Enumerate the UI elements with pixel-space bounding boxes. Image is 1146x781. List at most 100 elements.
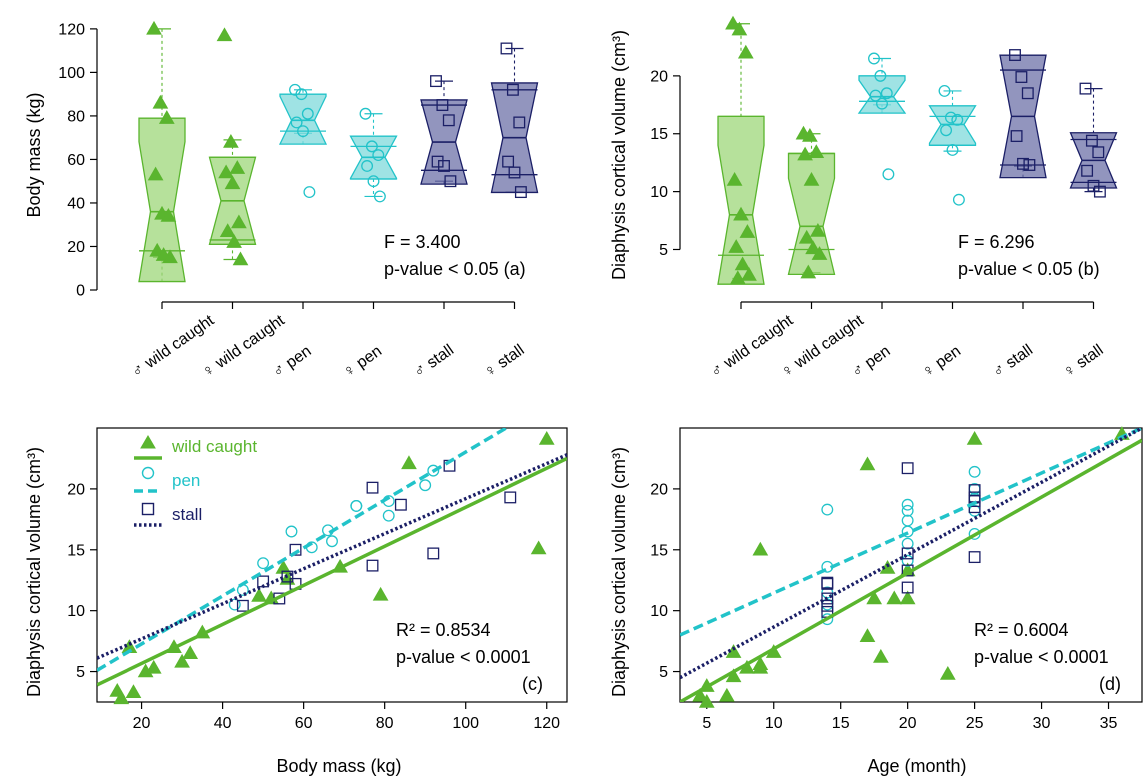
category-label: ♂ stall	[411, 342, 458, 382]
data-point	[218, 164, 234, 179]
y-tick-label: 100	[58, 65, 85, 82]
data-point	[803, 172, 820, 186]
pen-point	[821, 503, 834, 516]
x-tick-label: 20	[133, 715, 151, 732]
stall-point	[901, 547, 914, 560]
y-tick-label: 80	[67, 108, 85, 125]
wild-point	[113, 690, 130, 705]
panel-b-y-label: Diaphysis cortical volume (cm³)	[609, 30, 629, 280]
y-tick-label: 10	[650, 603, 668, 620]
x-tick-label: 20	[899, 715, 917, 732]
box-3	[928, 105, 977, 146]
wild-point	[538, 430, 555, 445]
data-point	[216, 27, 233, 42]
box-1	[787, 152, 836, 275]
pen-point	[427, 464, 440, 477]
category-label: ♀ stall	[481, 342, 528, 382]
wild-point	[873, 648, 889, 663]
x-tick-label: 30	[1033, 715, 1051, 732]
data-point	[737, 44, 754, 59]
data-point	[226, 234, 242, 248]
y-tick-label: 15	[650, 126, 668, 143]
x-tick-label: 80	[376, 715, 394, 732]
y-tick-label: 120	[58, 21, 85, 38]
data-point	[1017, 157, 1029, 170]
data-point	[152, 94, 169, 109]
data-point	[367, 175, 380, 188]
wild-point	[174, 653, 190, 668]
data-point	[880, 87, 893, 100]
stall-point	[504, 491, 517, 504]
panel-a-stat-p: p-value < 0.05 (a)	[384, 259, 526, 279]
category-label: ♂ stall	[990, 342, 1037, 382]
data-point	[431, 155, 444, 168]
data-point	[502, 155, 515, 168]
wild-point	[372, 586, 389, 601]
data-point	[739, 224, 756, 238]
x-tick-label: 35	[1100, 715, 1118, 732]
stall-point	[236, 599, 249, 612]
wild-point	[966, 430, 983, 445]
y-tick-label: 60	[67, 152, 85, 169]
wild-point	[692, 687, 708, 702]
data-point	[938, 84, 951, 97]
legend-wild-label: wild caught	[171, 437, 257, 456]
data-point	[1009, 49, 1021, 61]
panel-d-tag: (d)	[1099, 674, 1121, 694]
x-tick-label: 120	[533, 715, 560, 732]
stall-point	[901, 581, 914, 594]
panel-a-stat-f: F = 3.400	[384, 232, 461, 252]
y-tick-label: 20	[650, 481, 668, 498]
x-tick-label: 25	[966, 715, 984, 732]
data-point	[726, 172, 743, 186]
stall-fit-line	[680, 428, 1142, 680]
stall-point	[821, 592, 834, 605]
data-point	[868, 52, 880, 65]
wild-point	[125, 684, 142, 699]
x-tick-label: 100	[452, 715, 479, 732]
wild-point	[182, 645, 199, 660]
pen-point	[821, 613, 834, 626]
wild-point	[719, 687, 735, 702]
data-point	[231, 214, 247, 229]
data-point	[734, 256, 751, 271]
wild-point	[698, 693, 715, 708]
panel-b-stat-f: F = 6.296	[958, 232, 1035, 252]
data-point	[1081, 164, 1094, 177]
data-point	[290, 116, 303, 129]
data-point	[810, 222, 826, 237]
data-point	[232, 251, 249, 266]
pen-point	[350, 499, 363, 512]
x-tick-label: 40	[214, 715, 232, 732]
stall-point	[821, 599, 834, 612]
x-tick-label: 5	[702, 715, 711, 732]
data-point	[944, 111, 957, 124]
stall-point	[289, 543, 302, 556]
wild-point	[866, 590, 883, 605]
wild-point	[752, 659, 769, 674]
plot-frame	[96, 427, 568, 703]
pen-point	[257, 557, 270, 570]
pen-point	[901, 537, 914, 550]
pen-point	[382, 509, 395, 522]
stall-point	[366, 481, 379, 494]
legend-stall-marker	[141, 502, 155, 516]
wild-point	[752, 541, 769, 556]
wild-fit-line	[680, 438, 1142, 702]
plot-frame	[679, 427, 1143, 703]
data-point	[223, 134, 239, 148]
wild-point	[530, 540, 547, 555]
data-point	[805, 240, 821, 255]
data-point	[430, 75, 442, 88]
data-point	[800, 264, 817, 279]
pen-point	[326, 535, 338, 548]
x-tick-label: 10	[765, 715, 783, 732]
panel-c-stat-p: p-value < 0.0001	[396, 647, 531, 667]
data-point	[444, 175, 457, 188]
data-point	[741, 266, 757, 281]
data-point	[802, 128, 818, 142]
data-point	[731, 21, 748, 36]
